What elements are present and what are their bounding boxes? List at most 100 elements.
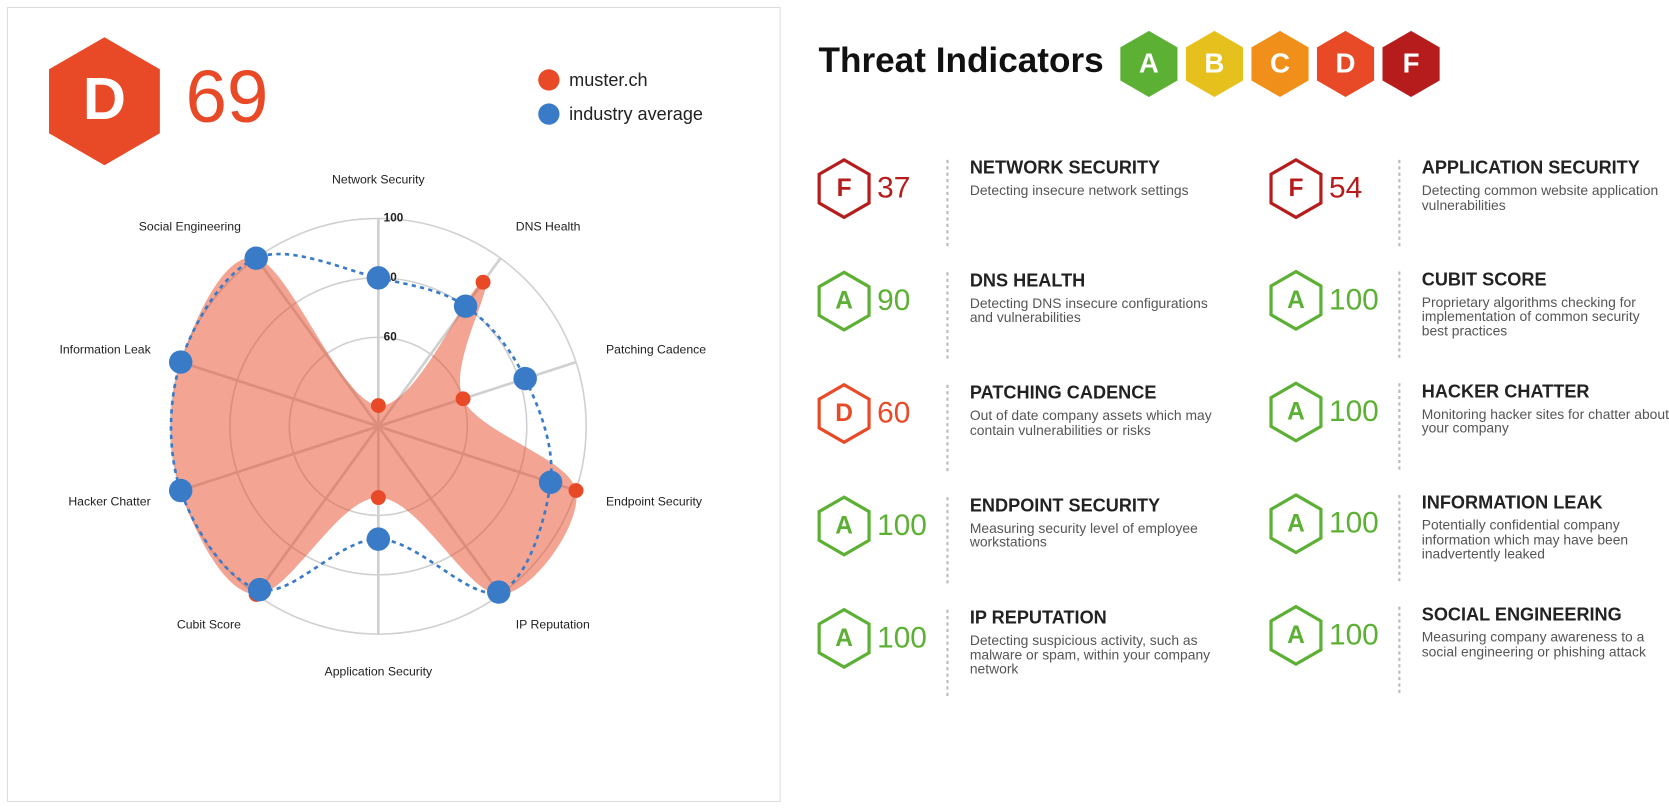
grade-letter: D bbox=[1336, 47, 1356, 78]
indicator-grade: A bbox=[1287, 622, 1305, 649]
axis-label: Patching Cadence bbox=[606, 342, 706, 356]
indicator-title: IP REPUTATION bbox=[969, 607, 1107, 628]
indicator-description: Measuring company awareness to a social … bbox=[1421, 629, 1646, 660]
indicator-score: 100 bbox=[1329, 618, 1379, 651]
indicator-hexagon bbox=[1269, 158, 1323, 220]
axis-label: Network Security bbox=[332, 172, 425, 186]
grade-hexagon bbox=[1251, 30, 1309, 97]
data-point bbox=[475, 274, 491, 290]
indicator-grade: F bbox=[1288, 175, 1303, 202]
indicator-grade: D bbox=[835, 400, 853, 427]
grade-hexagon bbox=[1185, 30, 1244, 97]
grade-hexagon bbox=[1382, 30, 1440, 97]
indicator-grade: A bbox=[1287, 287, 1305, 314]
r-tick-label: 60 bbox=[384, 330, 398, 343]
section-title: Threat Indicators bbox=[819, 41, 1104, 80]
score-hexagon bbox=[49, 37, 160, 166]
indicator-score: 100 bbox=[877, 621, 927, 654]
grade-hexagon bbox=[1316, 30, 1375, 97]
data-point bbox=[366, 266, 391, 290]
indicator-description: Measuring security level of employee wor… bbox=[969, 519, 1198, 550]
data-point bbox=[568, 483, 584, 498]
indicator-hexagon bbox=[817, 270, 871, 332]
indicator-score: 100 bbox=[1329, 395, 1379, 428]
data-point bbox=[370, 490, 386, 506]
indicator-hexagon bbox=[817, 495, 871, 557]
indicator-description: Potentially confidential company informa… bbox=[1421, 517, 1629, 563]
legend-label: industry average bbox=[569, 104, 703, 124]
indicator-score: 37 bbox=[877, 172, 910, 205]
grade-letter: A bbox=[1139, 47, 1159, 78]
grade-letter: F bbox=[1403, 47, 1420, 78]
indicator-score: 100 bbox=[1329, 507, 1379, 540]
series-line bbox=[169, 252, 553, 595]
data-point bbox=[453, 294, 478, 318]
axis-label: DNS Health bbox=[516, 219, 581, 233]
data-point bbox=[244, 246, 268, 270]
indicator-title: SOCIAL ENGINEERING bbox=[1421, 604, 1622, 625]
data-point bbox=[168, 478, 193, 503]
indicator-grade: A bbox=[835, 625, 853, 652]
indicator-hexagon bbox=[817, 158, 871, 220]
indicator-grade: A bbox=[835, 288, 853, 315]
grade-letter: B bbox=[1204, 47, 1224, 78]
indicator-title: DNS HEALTH bbox=[969, 270, 1086, 291]
indicator-grade: A bbox=[1287, 510, 1305, 537]
indicator-hexagon bbox=[817, 382, 871, 445]
indicator-description: Detecting common website application vul… bbox=[1421, 182, 1659, 213]
indicator-title: INFORMATION LEAK bbox=[1421, 492, 1603, 514]
series-area bbox=[171, 257, 577, 595]
indicator-title: HACKER CHATTER bbox=[1421, 381, 1590, 402]
legend-marker bbox=[538, 69, 560, 91]
indicator-grade: A bbox=[1287, 399, 1305, 426]
indicator-description: Monitoring hacker sites for chatter abou… bbox=[1421, 405, 1669, 436]
indicator-score: 100 bbox=[1329, 283, 1379, 316]
chart-panel bbox=[6, 6, 781, 802]
indicator-hexagon bbox=[1269, 381, 1323, 443]
axis-label: Endpoint Security bbox=[606, 495, 703, 509]
indicator-hexagon bbox=[817, 607, 871, 670]
axis-label: Information Leak bbox=[59, 342, 151, 356]
indicator-description: Out of date company assets which may con… bbox=[969, 407, 1212, 438]
indicator-score: 54 bbox=[1329, 172, 1362, 205]
legend-marker bbox=[538, 103, 560, 125]
grade-letter: C bbox=[1270, 47, 1290, 78]
data-point bbox=[487, 580, 511, 604]
r-tick-label: 100 bbox=[384, 212, 404, 225]
indicator-title: CUBIT SCORE bbox=[1421, 269, 1547, 290]
indicator-score: 90 bbox=[877, 284, 910, 317]
indicator-title: APPLICATION SECURITY bbox=[1421, 157, 1640, 178]
score-value: 69 bbox=[185, 54, 268, 138]
data-point bbox=[366, 527, 391, 551]
axis-label: Hacker Chatter bbox=[68, 495, 150, 509]
indicator-score: 100 bbox=[877, 509, 927, 542]
data-point bbox=[455, 391, 471, 407]
indicator-description: Detecting suspicious activity, such as m… bbox=[969, 632, 1211, 677]
data-point bbox=[370, 398, 386, 413]
score-grade: D bbox=[83, 65, 126, 132]
indicator-grade: A bbox=[835, 512, 853, 539]
grade-hexagon bbox=[1120, 30, 1178, 97]
indicator-hexagon bbox=[1269, 269, 1323, 331]
indicator-hexagon bbox=[1269, 604, 1323, 667]
indicator-title: ENDPOINT SECURITY bbox=[969, 495, 1161, 516]
axis-label: IP Reputation bbox=[516, 618, 590, 632]
indicator-title: NETWORK SECURITY bbox=[969, 157, 1161, 178]
indicator-description: Detecting DNS insecure configurations an… bbox=[969, 294, 1208, 326]
indicator-score: 60 bbox=[877, 396, 910, 429]
axis-label: Cubit Score bbox=[177, 618, 241, 632]
indicator-hexagon bbox=[1269, 493, 1323, 555]
data-point bbox=[247, 577, 272, 602]
data-point bbox=[168, 350, 193, 374]
indicator-description: Proprietary algorithms checking for impl… bbox=[1421, 293, 1640, 339]
indicator-grade: F bbox=[837, 175, 852, 202]
indicator-title: PATCHING CADENCE bbox=[969, 382, 1157, 403]
data-point bbox=[538, 470, 563, 494]
indicator-description: Detecting insecure network settings bbox=[969, 182, 1189, 199]
axis-label: Social Engineering bbox=[139, 219, 241, 233]
data-point bbox=[513, 366, 537, 391]
legend-label: muster.ch bbox=[569, 70, 648, 90]
